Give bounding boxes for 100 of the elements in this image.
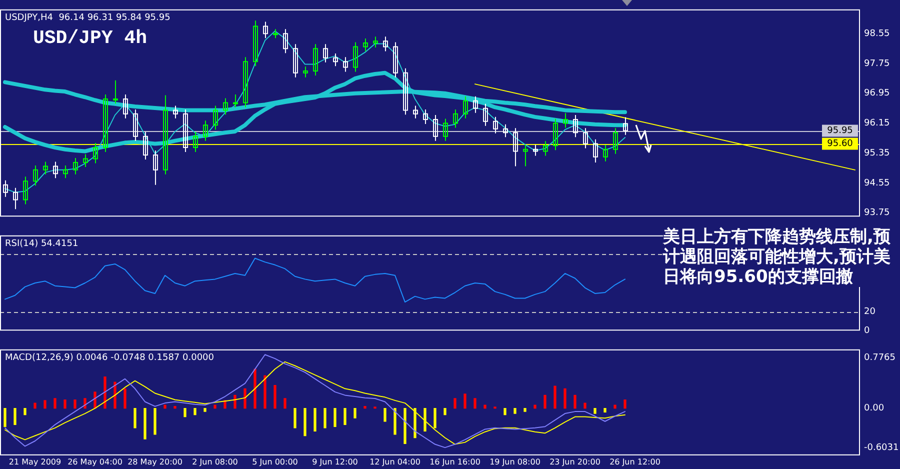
candlestick xyxy=(53,161,58,179)
bar xyxy=(54,398,56,409)
bar xyxy=(124,388,126,409)
bar xyxy=(604,408,606,413)
candlestick xyxy=(513,128,518,167)
candlestick xyxy=(613,128,618,154)
candlestick xyxy=(303,66,308,78)
candlestick xyxy=(533,144,538,156)
bar xyxy=(554,386,556,409)
candlestick xyxy=(523,144,528,167)
candlestick xyxy=(583,128,588,149)
candlestick xyxy=(543,140,548,156)
bar xyxy=(64,399,66,409)
chart-title: RSI(14) 54.4151 xyxy=(5,239,78,250)
y-tick-label: -0.6031 xyxy=(864,443,899,454)
bar xyxy=(614,404,616,409)
bar xyxy=(324,408,326,428)
bar xyxy=(184,408,186,418)
bar xyxy=(594,408,596,414)
bar xyxy=(14,408,16,425)
x-tick-label: 23 Jun 20:00 xyxy=(550,457,600,466)
candlestick xyxy=(123,94,128,119)
candlestick xyxy=(283,28,288,54)
candlestick xyxy=(453,108,458,128)
candlestick xyxy=(23,176,28,205)
x-tick-label: 26 Jun 12:00 xyxy=(610,457,660,466)
candlestick xyxy=(333,52,338,67)
bar xyxy=(574,394,576,409)
ref-line-label: 95.95 xyxy=(827,126,853,136)
candlestick xyxy=(483,103,488,126)
bar xyxy=(464,394,466,409)
candlestick xyxy=(593,138,598,163)
y-tick-label: 98.55 xyxy=(864,29,890,40)
bar xyxy=(204,408,206,412)
bar xyxy=(74,399,76,409)
bar xyxy=(164,404,166,409)
bar xyxy=(564,388,566,409)
candlestick xyxy=(203,120,208,142)
bar xyxy=(24,408,26,416)
candlestick xyxy=(343,56,348,72)
x-tick-label: 26 May 04:00 xyxy=(68,457,122,466)
candlestick xyxy=(313,44,318,76)
bar xyxy=(544,394,546,409)
bar xyxy=(354,408,356,418)
y-tick-label: 96.95 xyxy=(864,88,890,99)
candlestick xyxy=(83,154,88,168)
bar xyxy=(294,408,296,428)
bar xyxy=(444,408,446,416)
y-tick-label: 20 xyxy=(864,306,876,317)
candlestick xyxy=(413,105,418,119)
bar xyxy=(234,394,236,409)
bar xyxy=(434,408,436,428)
bar xyxy=(474,398,476,409)
candlestick xyxy=(143,131,148,160)
bar xyxy=(284,398,286,409)
candlestick xyxy=(293,44,298,78)
bar xyxy=(114,382,116,409)
bar xyxy=(414,408,416,438)
bar xyxy=(134,408,136,428)
candlestick xyxy=(353,42,358,72)
bar xyxy=(344,408,346,425)
candlestick xyxy=(373,36,378,48)
candlestick xyxy=(433,114,438,142)
x-tick-label: 19 Jun 08:00 xyxy=(490,457,540,466)
annotation: USD/JPY 4h xyxy=(33,27,148,49)
candlestick xyxy=(563,112,568,128)
candlestick xyxy=(363,38,368,52)
bar xyxy=(394,408,396,435)
bar xyxy=(254,368,256,409)
candlestick xyxy=(193,131,198,153)
bar xyxy=(314,408,316,432)
y-tick-label: 95.35 xyxy=(864,148,890,158)
y-tick-label: 96.15 xyxy=(864,118,890,129)
bar xyxy=(244,388,246,409)
candlestick xyxy=(443,118,448,142)
y-tick-label: 97.75 xyxy=(864,58,890,69)
chart-title: MACD(12,26,9) 0.0046 -0.0748 0.1587 0.0000 xyxy=(5,353,214,364)
candlestick xyxy=(423,108,428,125)
candlestick xyxy=(263,21,268,39)
x-tick-label: 16 Jun 16:00 xyxy=(430,457,480,466)
y-tick-label: 0.00 xyxy=(864,404,884,414)
candlestick xyxy=(73,157,78,175)
candlestick xyxy=(233,94,238,108)
bar xyxy=(384,408,386,422)
bar xyxy=(4,408,6,427)
candlestick xyxy=(253,20,258,67)
candlestick xyxy=(493,116,498,134)
bar xyxy=(214,404,216,409)
bar xyxy=(194,408,196,416)
bar xyxy=(524,408,526,412)
candlestick xyxy=(43,161,48,175)
candlestick xyxy=(13,187,18,210)
bar xyxy=(454,398,456,409)
x-tick-label: 21 May 2009 xyxy=(8,457,62,466)
candlestick xyxy=(243,56,248,108)
ref-line-label: 95.60 xyxy=(827,139,854,150)
y-tick-label: 93.75 xyxy=(864,208,890,218)
candlestick xyxy=(393,42,398,78)
bar xyxy=(364,406,366,409)
x-tick-label: 9 Jun 12:00 xyxy=(312,457,358,466)
